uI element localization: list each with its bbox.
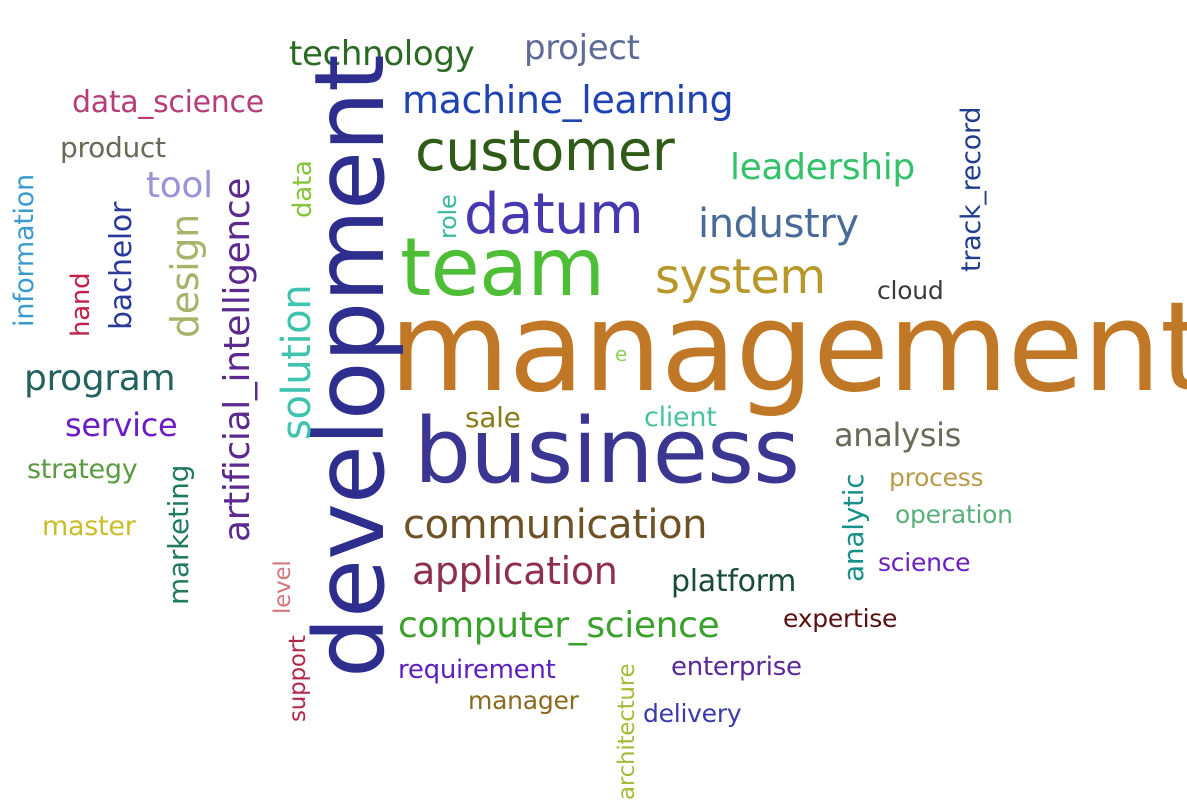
word-communication: communication bbox=[403, 502, 708, 548]
word-enterprise: enterprise bbox=[671, 652, 802, 682]
word-client: client bbox=[644, 402, 717, 433]
word-product: product bbox=[60, 131, 166, 164]
word-artificial-intelligence: artificial_intelligence bbox=[217, 177, 258, 542]
word-sale: sale bbox=[465, 401, 521, 434]
word-system: system bbox=[655, 249, 826, 305]
word-datum: datum bbox=[464, 182, 644, 247]
word-industry: industry bbox=[698, 201, 859, 247]
word-information: information bbox=[9, 174, 40, 327]
word-design: design bbox=[163, 214, 207, 338]
word-delivery: delivery bbox=[643, 699, 742, 728]
word-expertise: expertise bbox=[783, 604, 898, 633]
word-business: business bbox=[414, 399, 800, 504]
word-support: support bbox=[285, 635, 311, 722]
word-role: role bbox=[434, 194, 462, 240]
word-marketing: marketing bbox=[162, 464, 195, 605]
word-operation: operation bbox=[895, 500, 1013, 529]
word-science: science bbox=[878, 548, 971, 577]
word-team: team bbox=[400, 221, 605, 314]
word-architecture: architecture bbox=[614, 663, 640, 800]
word-tool: tool bbox=[146, 165, 213, 206]
word-process: process bbox=[889, 463, 984, 492]
word-application: application bbox=[412, 549, 618, 593]
word-data-science: data_science bbox=[72, 85, 264, 120]
word-level: level bbox=[270, 560, 296, 614]
word-management: management bbox=[389, 276, 1187, 420]
word-service: service bbox=[65, 406, 178, 444]
word-customer: customer bbox=[415, 119, 675, 184]
word-requirement: requirement bbox=[398, 655, 556, 685]
word-analytic: analytic bbox=[837, 473, 870, 582]
word-program: program bbox=[24, 358, 176, 399]
word-hand: hand bbox=[66, 272, 96, 337]
word-data: data bbox=[288, 160, 318, 218]
word-platform: platform bbox=[671, 564, 797, 599]
word-leadership: leadership bbox=[730, 147, 915, 188]
word-computer-science: computer_science bbox=[398, 605, 720, 646]
word-track-record: track_record bbox=[956, 106, 987, 272]
word-e: e bbox=[615, 342, 628, 366]
word-technology: technology bbox=[289, 34, 475, 74]
word-master: master bbox=[42, 511, 136, 542]
word-analysis: analysis bbox=[834, 416, 962, 454]
word-manager: manager bbox=[468, 686, 579, 715]
word-machine-learning: machine_learning bbox=[402, 78, 734, 122]
word-project: project bbox=[524, 28, 640, 68]
word-solution: solution bbox=[274, 284, 320, 440]
word-bachelor: bachelor bbox=[104, 201, 139, 330]
word-strategy: strategy bbox=[27, 454, 138, 485]
word-cloud: cloud bbox=[877, 276, 944, 305]
